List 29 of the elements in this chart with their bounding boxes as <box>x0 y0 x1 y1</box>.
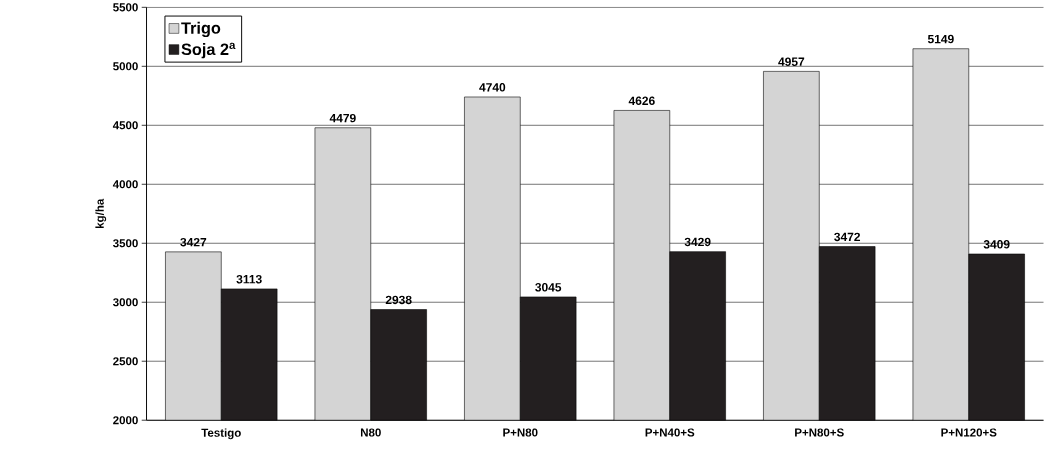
x-tick-label: N80 <box>360 428 381 437</box>
y-tick-label: 4000 <box>112 179 138 189</box>
x-tick-label: P+N120+S <box>941 428 997 437</box>
y-tick-label: 2500 <box>113 356 138 366</box>
data-label: 4957 <box>778 57 805 66</box>
y-tick-label: 3000 <box>113 297 138 307</box>
data-label: 3429 <box>684 237 711 246</box>
data-label: 4740 <box>479 82 506 92</box>
y-tick-label: 5500 <box>113 3 138 12</box>
data-label: 3045 <box>535 282 562 292</box>
data-label: 3427 <box>180 237 207 247</box>
y-tick-label: 3500 <box>113 238 138 248</box>
legend-label: Trigo <box>181 21 221 37</box>
data-label: 4479 <box>329 113 356 123</box>
data-label: 3113 <box>236 274 262 284</box>
data-label: 3409 <box>983 239 1010 249</box>
x-tick-label: Testigo <box>201 428 241 439</box>
data-label: 4626 <box>628 96 655 105</box>
y-tick-label: 5000 <box>113 62 138 71</box>
y-axis-title: kg/ha <box>95 198 107 228</box>
legend-label: Soja 2$^{a}$ <box>181 42 236 59</box>
data-label: 2938 <box>385 295 412 304</box>
data-label: 3472 <box>834 232 861 241</box>
x-tick-label: P+N40+S <box>645 428 695 437</box>
y-tick-label: 4500 <box>112 120 138 130</box>
x-tick-label: P+N80+S <box>795 428 844 437</box>
x-tick-label: P+N80 <box>503 428 538 437</box>
y-tick-label: 2000 <box>113 415 138 425</box>
data-label: 5149 <box>927 34 954 44</box>
